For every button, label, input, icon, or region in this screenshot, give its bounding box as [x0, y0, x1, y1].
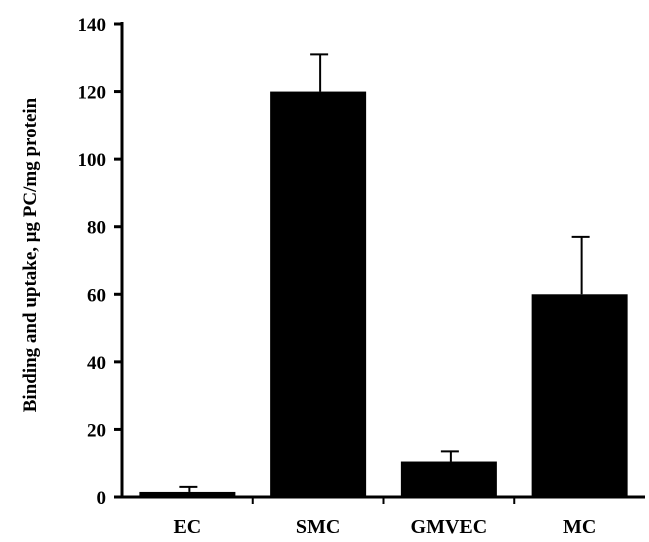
y-axis-title: Binding and uptake, μg PC/mg protein — [20, 97, 41, 412]
y-tick-label: 80 — [87, 218, 106, 239]
y-tick-label: 100 — [78, 150, 107, 171]
bar-ec — [139, 491, 236, 497]
y-tick-label: 20 — [87, 420, 106, 441]
x-category-label: SMC — [296, 516, 340, 538]
x-category-label: MC — [563, 516, 596, 538]
y-tick-label: 0 — [97, 488, 107, 509]
y-tick-label: 40 — [87, 353, 106, 374]
y-tick-label: 140 — [78, 15, 107, 36]
y-tick-label: 60 — [87, 285, 106, 306]
x-category-label: GMVEC — [411, 516, 488, 538]
bar-mc — [531, 294, 628, 497]
bar-smc — [270, 91, 367, 498]
bar-gmvec — [400, 461, 497, 497]
x-category-label: EC — [173, 516, 201, 538]
plot-area: 0 20 40 60 80 100 120 140 EC SMC GMVEC MC — [78, 15, 645, 538]
y-tick-label: 120 — [78, 83, 107, 104]
